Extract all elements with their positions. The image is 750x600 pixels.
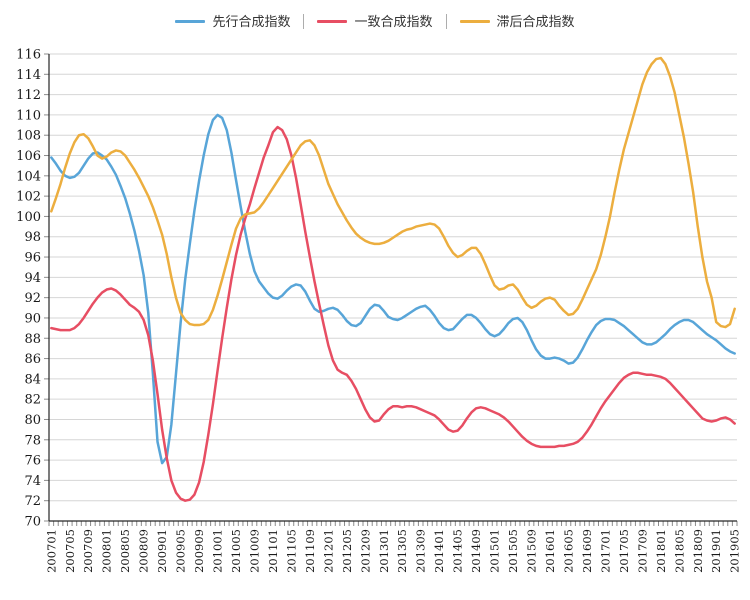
x-tick-label: 201609 xyxy=(580,529,594,573)
x-tick-label: 201409 xyxy=(469,529,483,573)
y-tick-label: 110 xyxy=(16,108,41,123)
x-tick-label: 201505 xyxy=(506,529,520,573)
y-tick-label: 114 xyxy=(16,68,41,83)
y-tick-label: 82 xyxy=(24,393,41,408)
series-line-coincident xyxy=(50,125,736,502)
y-tick-label: 74 xyxy=(24,474,41,489)
series-line-lagging xyxy=(50,56,736,329)
y-tick-label: 104 xyxy=(16,169,41,184)
x-tick-label: 201401 xyxy=(432,529,446,573)
y-axis: 70 72 74 76 78 80 82 84 86 88 90 92 94 96 98 100 102 104 1… xyxy=(16,48,49,530)
x-tick-label: 201605 xyxy=(561,529,575,573)
y-tick-label: 70 xyxy=(24,515,41,530)
y-tick-label: 88 xyxy=(24,332,41,347)
x-tick-label: 201809 xyxy=(691,529,705,573)
legend-line-swatch-coincident xyxy=(317,19,348,23)
x-tick-label: 200705 xyxy=(63,529,77,573)
legend-item-lagging: 滞后合成指数 xyxy=(459,13,575,29)
y-tick-label: 86 xyxy=(24,352,41,367)
y-tick-label: 98 xyxy=(24,230,41,245)
x-tick-label: 201101 xyxy=(266,529,280,573)
x-tick-label: 201305 xyxy=(395,529,409,573)
y-tick-label: 84 xyxy=(24,372,41,387)
x-tick-label: 201905 xyxy=(728,529,742,573)
x-tick-label: 200905 xyxy=(174,529,188,573)
y-tick-label: 116 xyxy=(16,48,41,63)
x-tick-label: 201201 xyxy=(321,529,335,573)
x-tick-label: 201509 xyxy=(525,529,539,573)
x-tick-label: 200701 xyxy=(44,529,58,573)
legend-divider xyxy=(445,13,447,29)
x-tick-label: 200901 xyxy=(155,529,169,573)
y-tick-label: 102 xyxy=(16,190,41,205)
y-tick-label: 94 xyxy=(24,271,41,286)
x-tick-label: 201009 xyxy=(247,529,261,573)
series-line-leading xyxy=(50,113,736,465)
x-tick-label: 201001 xyxy=(211,529,225,573)
chart-legend: 先行合成指数 一致合成指数 滞后合成指数 xyxy=(0,10,750,32)
x-tick-label: 201309 xyxy=(414,529,428,573)
y-tick-label: 112 xyxy=(16,88,41,103)
x-tick-label: 201805 xyxy=(672,529,686,573)
y-tick-label: 72 xyxy=(24,494,41,509)
x-tick-label: 201105 xyxy=(284,529,298,573)
legend-line-swatch-leading xyxy=(175,19,206,23)
legend-label-leading: 先行合成指数 xyxy=(212,13,291,29)
legend-line-swatch-lagging xyxy=(459,19,490,23)
y-tick-label: 76 xyxy=(24,454,41,469)
x-tick-label: 201901 xyxy=(709,529,723,573)
y-tick-label: 92 xyxy=(24,291,41,306)
x-tick-label: 201501 xyxy=(488,529,502,573)
y-tick-label: 108 xyxy=(16,129,41,144)
y-tick-label: 80 xyxy=(24,413,41,428)
y-tick-label: 96 xyxy=(24,251,41,266)
x-tick-label: 201109 xyxy=(303,529,317,573)
x-tick-label: 201701 xyxy=(598,529,612,573)
legend-label-coincident: 一致合成指数 xyxy=(354,13,433,29)
x-tick-label: 201705 xyxy=(617,529,631,573)
x-tick-label: 201709 xyxy=(635,529,649,573)
x-tick-label: 201405 xyxy=(451,529,465,573)
x-tick-label: 200805 xyxy=(118,529,132,573)
x-tick-label: 200801 xyxy=(100,529,114,573)
legend-divider xyxy=(303,13,305,29)
x-tick-label: 200709 xyxy=(81,529,95,573)
x-tick-label: 201005 xyxy=(229,529,243,573)
legend-label-lagging: 滞后合成指数 xyxy=(496,13,575,29)
legend-item-leading: 先行合成指数 xyxy=(175,15,290,28)
x-axis: 200701 200705 200709 200801 200805 200809 2009… xyxy=(44,521,742,573)
y-tick-label: 78 xyxy=(24,433,41,448)
y-tick-label: 106 xyxy=(16,149,41,164)
gridlines xyxy=(49,53,737,502)
x-tick-label: 201209 xyxy=(358,529,372,573)
x-tick-label: 200809 xyxy=(137,529,151,573)
legend-item-coincident: 一致合成指数 xyxy=(317,13,433,29)
y-tick-label: 90 xyxy=(24,311,41,326)
y-tick-label: 100 xyxy=(16,210,41,225)
x-tick-label: 201301 xyxy=(377,529,391,573)
x-tick-label: 200909 xyxy=(192,529,206,573)
x-tick-label: 201801 xyxy=(654,529,668,573)
x-tick-label: 201601 xyxy=(543,529,557,573)
x-tick-label: 201205 xyxy=(340,529,354,573)
